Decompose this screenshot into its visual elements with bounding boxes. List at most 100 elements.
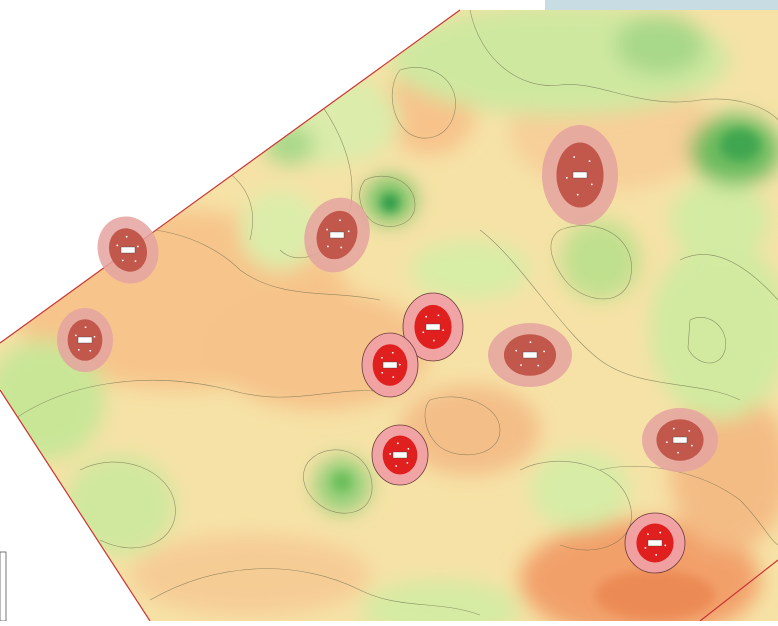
cool-zone [670,180,770,260]
sample-point [588,160,591,162]
sample-point [339,219,341,222]
sample-point [688,429,691,432]
contour-line [149,568,481,616]
hotspot-label-box [572,171,588,179]
green-core [381,194,399,212]
green-core [720,129,760,161]
sample-point [442,329,445,332]
sample-point [432,339,435,342]
warm-core [595,570,715,620]
green-core [332,472,352,492]
sample-point [515,349,518,352]
warm-zone [400,385,540,475]
hotspot[interactable] [57,308,113,372]
sample-point [647,533,649,536]
sample-point [84,326,87,329]
map-corner-thumbnail [545,0,778,10]
sample-point [398,363,401,366]
field-boundary-sw [0,389,151,622]
sample-point [590,183,593,186]
sample-point [425,315,428,318]
cool-zone [530,450,630,530]
contour-line [424,396,501,456]
sample-point [677,451,679,454]
sample-point [529,341,532,344]
cool-zone [650,240,778,420]
sample-point [381,371,384,374]
hotspot[interactable] [642,408,718,472]
sample-point [74,334,77,337]
sample-point [659,531,662,534]
sample-point [406,461,409,464]
hotspot-label-box [672,436,688,444]
contour-line [679,254,778,301]
sample-point [537,364,540,367]
sample-point [392,376,395,378]
sample-point [396,442,399,445]
hotspot[interactable] [488,323,572,387]
hotspot[interactable] [542,125,618,225]
sample-point [381,356,383,359]
contour-line [0,380,401,431]
hotspot[interactable] [371,424,429,486]
contour-line [599,465,778,546]
cool-zone [360,580,520,621]
sample-point [136,245,139,248]
sample-point [395,465,398,467]
hotspot-label-box [647,539,663,547]
contour-line [79,461,176,549]
contour-line [469,10,778,121]
sample-point [407,447,410,450]
sample-point [543,350,546,353]
hotspot[interactable] [624,512,686,574]
hotspot[interactable] [402,292,464,362]
contour-line [359,175,416,227]
hotspot[interactable] [361,332,419,398]
field-boundary-se [699,559,778,622]
sample-point [565,176,568,179]
sample-point [77,349,80,351]
hotspot-label-box [425,323,441,331]
sample-point [134,260,137,262]
hotspot-label-box [329,231,345,239]
cool-zone [560,220,640,300]
sample-point [576,193,579,196]
sample-point [347,230,350,233]
contour-line [303,449,373,514]
cool-zone [240,190,320,270]
sample-point [655,554,658,556]
hotspot-layer [57,125,718,574]
sample-point [520,364,522,367]
cool-zone [410,240,530,300]
contour-line [479,229,741,401]
hotspot[interactable] [294,188,380,281]
contour-lines [0,10,778,616]
hotspot-label-box [120,246,136,254]
hotspot[interactable] [88,208,168,292]
hotspot-label-box [522,351,538,359]
warm-zone [130,535,370,615]
hotspot-label-box [77,336,93,344]
sample-point [665,441,668,444]
sample-point [326,245,329,248]
sample-point [340,246,343,249]
sample-point [116,244,119,247]
sample-point [89,349,92,352]
heat-blobs [0,10,778,621]
hotspot-label-box [382,361,398,369]
field-boundary [0,9,461,344]
sample-point [672,427,675,430]
cool-zone [65,455,175,555]
sample-point [326,228,329,231]
hotspot-label-box [392,451,408,459]
sample-point [121,259,124,262]
sample-point [125,235,128,238]
sample-point [437,314,440,317]
contour-line [519,460,632,551]
contour-line [391,67,456,139]
sample-point [422,331,425,334]
sample-point [644,547,647,549]
